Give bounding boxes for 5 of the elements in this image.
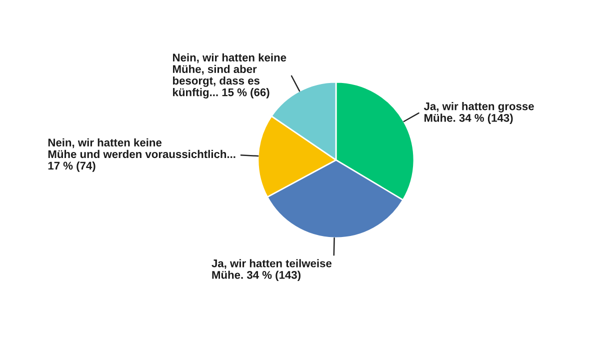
slice-label: Ja, wir hatten teilweise Mühe. 34 % (143)	[212, 259, 332, 282]
slice-label: Nein, wir hatten keine Mühe, sind aber besorgt, dass es künftig... 15 % (66)	[173, 53, 286, 98]
data-label: 17 % (74)	[48, 161, 96, 172]
slice-label: Nein, wir hatten keine Mühe und werden voraussichtlich...	[48, 138, 236, 158]
slice-label: Ja, wir hatten grosse Mühe. 34 % (143)	[424, 102, 534, 124]
